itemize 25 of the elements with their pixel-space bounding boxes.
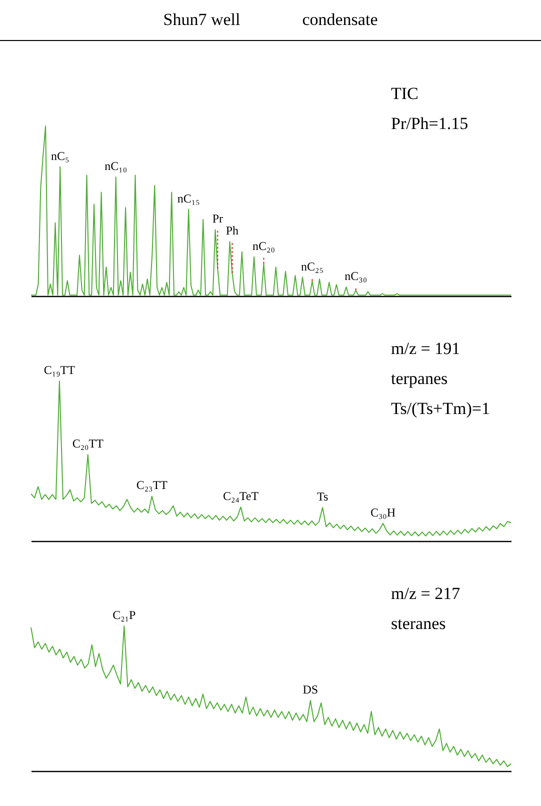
- annotation: nC₃₀: [344, 268, 368, 283]
- text: m/z = 191: [391, 339, 460, 358]
- annotation: terpanes: [391, 369, 448, 388]
- text: TIC: [391, 84, 418, 103]
- annotation: nC₁₀: [104, 159, 128, 173]
- annotation: Ph: [226, 224, 239, 238]
- annotation: nC₁₅: [177, 191, 200, 206]
- annotation: Ts/(Ts+Tm)=1: [391, 399, 490, 418]
- chart-title: Shun7 well: [163, 9, 240, 31]
- annotation: nC₂₀: [252, 238, 275, 253]
- annotation: nC₂₅: [301, 259, 324, 274]
- chart-subtitle: condensate: [302, 9, 378, 31]
- annotation: Pr: [212, 212, 224, 226]
- annotation: Pr/Ph=1.15: [391, 114, 468, 133]
- annotation: C₃₀H: [370, 505, 396, 520]
- annotation: C₂₄TeT: [223, 489, 260, 504]
- annotation: C₂₀TT: [72, 436, 104, 451]
- annotation: Ts: [316, 490, 328, 504]
- annotation: nC₅: [50, 148, 70, 163]
- annotation: C₂₃TT: [136, 478, 168, 492]
- annotation: steranes: [391, 614, 446, 633]
- annotation: DS: [302, 682, 318, 697]
- annotation: C₂₁P: [112, 608, 136, 622]
- annotation: C₁₉TT: [44, 363, 76, 377]
- text: m/z = 217: [391, 584, 461, 603]
